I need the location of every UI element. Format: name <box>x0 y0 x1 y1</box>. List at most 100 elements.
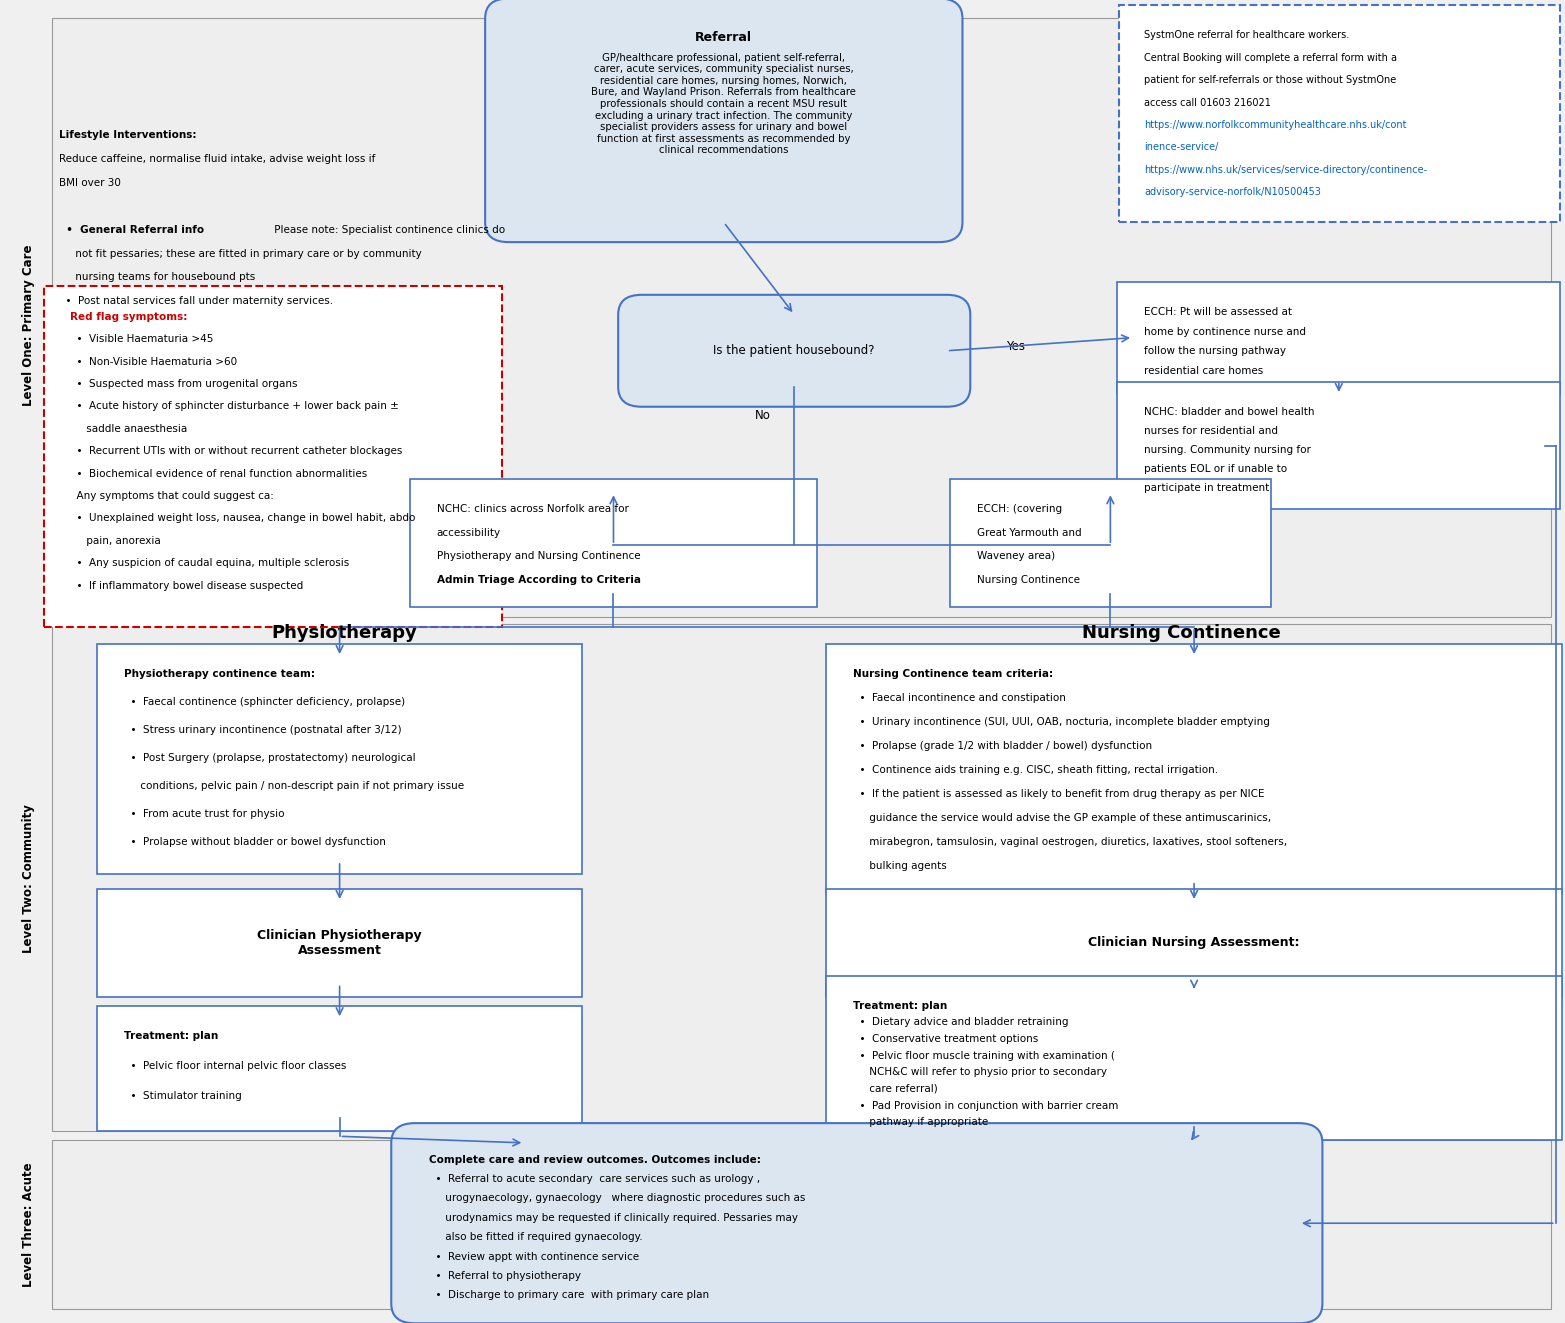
Text: NCH&C will refer to physio prior to secondary: NCH&C will refer to physio prior to seco… <box>853 1068 1106 1077</box>
FancyBboxPatch shape <box>97 1005 582 1131</box>
Text: BMI over 30: BMI over 30 <box>59 177 122 188</box>
FancyBboxPatch shape <box>485 0 962 242</box>
Text: Level Two: Community: Level Two: Community <box>22 804 34 953</box>
Text: also be fitted if required gynaecology.: also be fitted if required gynaecology. <box>429 1232 643 1242</box>
Text: Clinician Physiotherapy
Assessment: Clinician Physiotherapy Assessment <box>257 929 423 957</box>
Text: urodynamics may be requested if clinically required. Pessaries may: urodynamics may be requested if clinical… <box>429 1213 798 1222</box>
Text: •  Conservative treatment options: • Conservative treatment options <box>853 1035 1038 1044</box>
FancyBboxPatch shape <box>1117 382 1560 509</box>
Text: •  Pelvic floor internal pelvic floor classes: • Pelvic floor internal pelvic floor cla… <box>124 1061 346 1070</box>
Text: •  If the patient is assessed as likely to benefit from drug therapy as per NICE: • If the patient is assessed as likely t… <box>853 789 1265 799</box>
Text: accessibility: accessibility <box>437 528 501 537</box>
Text: •  Discharge to primary care  with primary care plan: • Discharge to primary care with primary… <box>429 1290 709 1301</box>
Text: not fit pessaries; these are fitted in primary care or by community: not fit pessaries; these are fitted in p… <box>59 249 423 259</box>
Text: follow the nursing pathway: follow the nursing pathway <box>1144 347 1286 356</box>
FancyBboxPatch shape <box>410 479 817 607</box>
FancyBboxPatch shape <box>826 644 1562 894</box>
Text: Yes: Yes <box>1006 340 1025 353</box>
Text: Admin Triage According to Criteria: Admin Triage According to Criteria <box>437 576 640 585</box>
FancyBboxPatch shape <box>950 479 1271 607</box>
Text: Lifestyle Interventions:: Lifestyle Interventions: <box>59 130 197 140</box>
Text: •  Referral to acute secondary  care services such as urology ,: • Referral to acute secondary care servi… <box>429 1174 761 1184</box>
Text: Is the patient housebound?: Is the patient housebound? <box>714 344 875 357</box>
Text: •  Stimulator training: • Stimulator training <box>124 1090 241 1101</box>
Text: •  Review appt with continence service: • Review appt with continence service <box>429 1252 639 1262</box>
Text: Red flag symptoms:: Red flag symptoms: <box>70 312 188 321</box>
Text: •  Urinary incontinence (SUI, UUI, OAB, nocturia, incomplete bladder emptying: • Urinary incontinence (SUI, UUI, OAB, n… <box>853 717 1269 726</box>
Text: •  Suspected mass from urogenital organs: • Suspected mass from urogenital organs <box>70 380 297 389</box>
Text: •  Recurrent UTIs with or without recurrent catheter blockages: • Recurrent UTIs with or without recurre… <box>70 446 402 456</box>
Text: conditions, pelvic pain / non-descript pain if not primary issue: conditions, pelvic pain / non-descript p… <box>124 781 463 791</box>
Text: •  Post Surgery (prolapse, prostatectomy) neurological: • Post Surgery (prolapse, prostatectomy)… <box>124 753 415 762</box>
FancyBboxPatch shape <box>52 624 1551 1131</box>
Text: •  Visible Haematuria >45: • Visible Haematuria >45 <box>70 335 214 344</box>
Text: Waveney area): Waveney area) <box>977 552 1055 561</box>
Text: •  Pelvic floor muscle training with examination (: • Pelvic floor muscle training with exam… <box>853 1050 1114 1061</box>
Text: Any symptoms that could suggest ca:: Any symptoms that could suggest ca: <box>70 491 274 501</box>
Text: residential care homes: residential care homes <box>1144 366 1263 376</box>
Text: No: No <box>754 409 772 422</box>
Text: •  Dietary advice and bladder retraining: • Dietary advice and bladder retraining <box>853 1017 1069 1028</box>
Text: Treatment: plan: Treatment: plan <box>853 1000 947 1011</box>
Text: Great Yarmouth and: Great Yarmouth and <box>977 528 1081 537</box>
Text: access call 01603 216021: access call 01603 216021 <box>1144 98 1271 107</box>
Text: •  Non-Visible Haematuria >60: • Non-Visible Haematuria >60 <box>70 357 238 366</box>
FancyBboxPatch shape <box>97 644 582 875</box>
Text: care referral): care referral) <box>853 1084 937 1094</box>
Text: ECCH: (covering: ECCH: (covering <box>977 504 1061 515</box>
Text: •  From acute trust for physio: • From acute trust for physio <box>124 808 285 819</box>
Text: •  Prolapse without bladder or bowel dysfunction: • Prolapse without bladder or bowel dysf… <box>124 836 385 847</box>
Text: participate in treatment: participate in treatment <box>1144 483 1269 493</box>
Text: •  Stress urinary incontinence (postnatal after 3/12): • Stress urinary incontinence (postnatal… <box>124 725 401 734</box>
Text: Treatment: plan: Treatment: plan <box>124 1031 218 1041</box>
Text: home by continence nurse and: home by continence nurse and <box>1144 327 1307 336</box>
Text: patients EOL or if unable to: patients EOL or if unable to <box>1144 464 1286 474</box>
Text: guidance the service would advise the GP example of these antimuscarinics,: guidance the service would advise the GP… <box>853 814 1271 823</box>
Text: patient for self-referrals or those without SystmOne: patient for self-referrals or those with… <box>1144 75 1396 85</box>
Text: nursing teams for housebound pts: nursing teams for housebound pts <box>59 273 255 282</box>
Text: NCHC: bladder and bowel health: NCHC: bladder and bowel health <box>1144 406 1315 417</box>
Text: Reduce caffeine, normalise fluid intake, advise weight loss if: Reduce caffeine, normalise fluid intake,… <box>59 153 376 164</box>
Text: Nursing Continence: Nursing Continence <box>977 576 1080 585</box>
Text: Nursing Continence: Nursing Continence <box>1083 624 1280 642</box>
Text: Physiotherapy continence team:: Physiotherapy continence team: <box>124 669 315 679</box>
FancyBboxPatch shape <box>618 295 970 406</box>
Text: Level One: Primary Care: Level One: Primary Care <box>22 245 34 406</box>
Text: Referral: Referral <box>695 32 753 45</box>
Text: Please note: Specialist continence clinics do: Please note: Specialist continence clini… <box>271 225 505 235</box>
Text: https://www.norfolkcommunityhealthcare.nhs.uk/cont: https://www.norfolkcommunityhealthcare.n… <box>1144 120 1407 130</box>
FancyBboxPatch shape <box>97 889 582 996</box>
Text: saddle anaesthesia: saddle anaesthesia <box>70 423 188 434</box>
Text: Physiotherapy and Nursing Continence: Physiotherapy and Nursing Continence <box>437 552 640 561</box>
Text: SystmOne referral for healthcare workers.: SystmOne referral for healthcare workers… <box>1144 30 1349 40</box>
FancyBboxPatch shape <box>826 889 1562 996</box>
Text: Complete care and review outcomes. Outcomes include:: Complete care and review outcomes. Outco… <box>429 1155 761 1164</box>
FancyBboxPatch shape <box>1119 5 1560 222</box>
Text: https://www.nhs.uk/services/service-directory/continence-: https://www.nhs.uk/services/service-dire… <box>1144 165 1427 175</box>
FancyBboxPatch shape <box>52 1140 1551 1308</box>
Text: inence-service/: inence-service/ <box>1144 143 1219 152</box>
Text: Level Three: Acute: Level Three: Acute <box>22 1162 34 1287</box>
Text: pathway if appropriate: pathway if appropriate <box>853 1118 988 1127</box>
Text: •  Any suspicion of caudal equina, multiple sclerosis: • Any suspicion of caudal equina, multip… <box>70 558 349 568</box>
FancyBboxPatch shape <box>44 286 502 627</box>
Text: •  Referral to physiotherapy: • Referral to physiotherapy <box>429 1271 581 1281</box>
Text: NCHC: clinics across Norfolk area for: NCHC: clinics across Norfolk area for <box>437 504 629 515</box>
FancyBboxPatch shape <box>826 975 1562 1140</box>
Text: •  Unexplained weight loss, nausea, change in bowel habit, abdo: • Unexplained weight loss, nausea, chang… <box>70 513 416 524</box>
Text: •  Post natal services fall under maternity services.: • Post natal services fall under materni… <box>59 296 333 306</box>
Text: •  Continence aids training e.g. CISC, sheath fitting, rectal irrigation.: • Continence aids training e.g. CISC, sh… <box>853 765 1218 775</box>
Text: •  Acute history of sphincter disturbance + lower back pain ±: • Acute history of sphincter disturbance… <box>70 401 399 411</box>
Text: Central Booking will complete a referral form with a: Central Booking will complete a referral… <box>1144 53 1398 62</box>
Text: •  General Referral info: • General Referral info <box>59 225 205 235</box>
FancyBboxPatch shape <box>391 1123 1322 1323</box>
Text: •  Faecal continence (sphincter deficiency, prolapse): • Faecal continence (sphincter deficienc… <box>124 697 405 706</box>
Text: advisory-service-norfolk/N10500453: advisory-service-norfolk/N10500453 <box>1144 188 1321 197</box>
Text: urogynaecology, gynaecology   where diagnostic procedures such as: urogynaecology, gynaecology where diagno… <box>429 1193 804 1204</box>
Text: ECCH: Pt will be assessed at: ECCH: Pt will be assessed at <box>1144 307 1293 316</box>
Text: pain, anorexia: pain, anorexia <box>70 536 161 546</box>
Text: GP/healthcare professional, patient self-referral,
carer, acute services, commun: GP/healthcare professional, patient self… <box>592 53 856 155</box>
Text: Physiotherapy: Physiotherapy <box>271 624 418 642</box>
Text: bulking agents: bulking agents <box>853 861 947 872</box>
Text: •  Biochemical evidence of renal function abnormalities: • Biochemical evidence of renal function… <box>70 468 368 479</box>
